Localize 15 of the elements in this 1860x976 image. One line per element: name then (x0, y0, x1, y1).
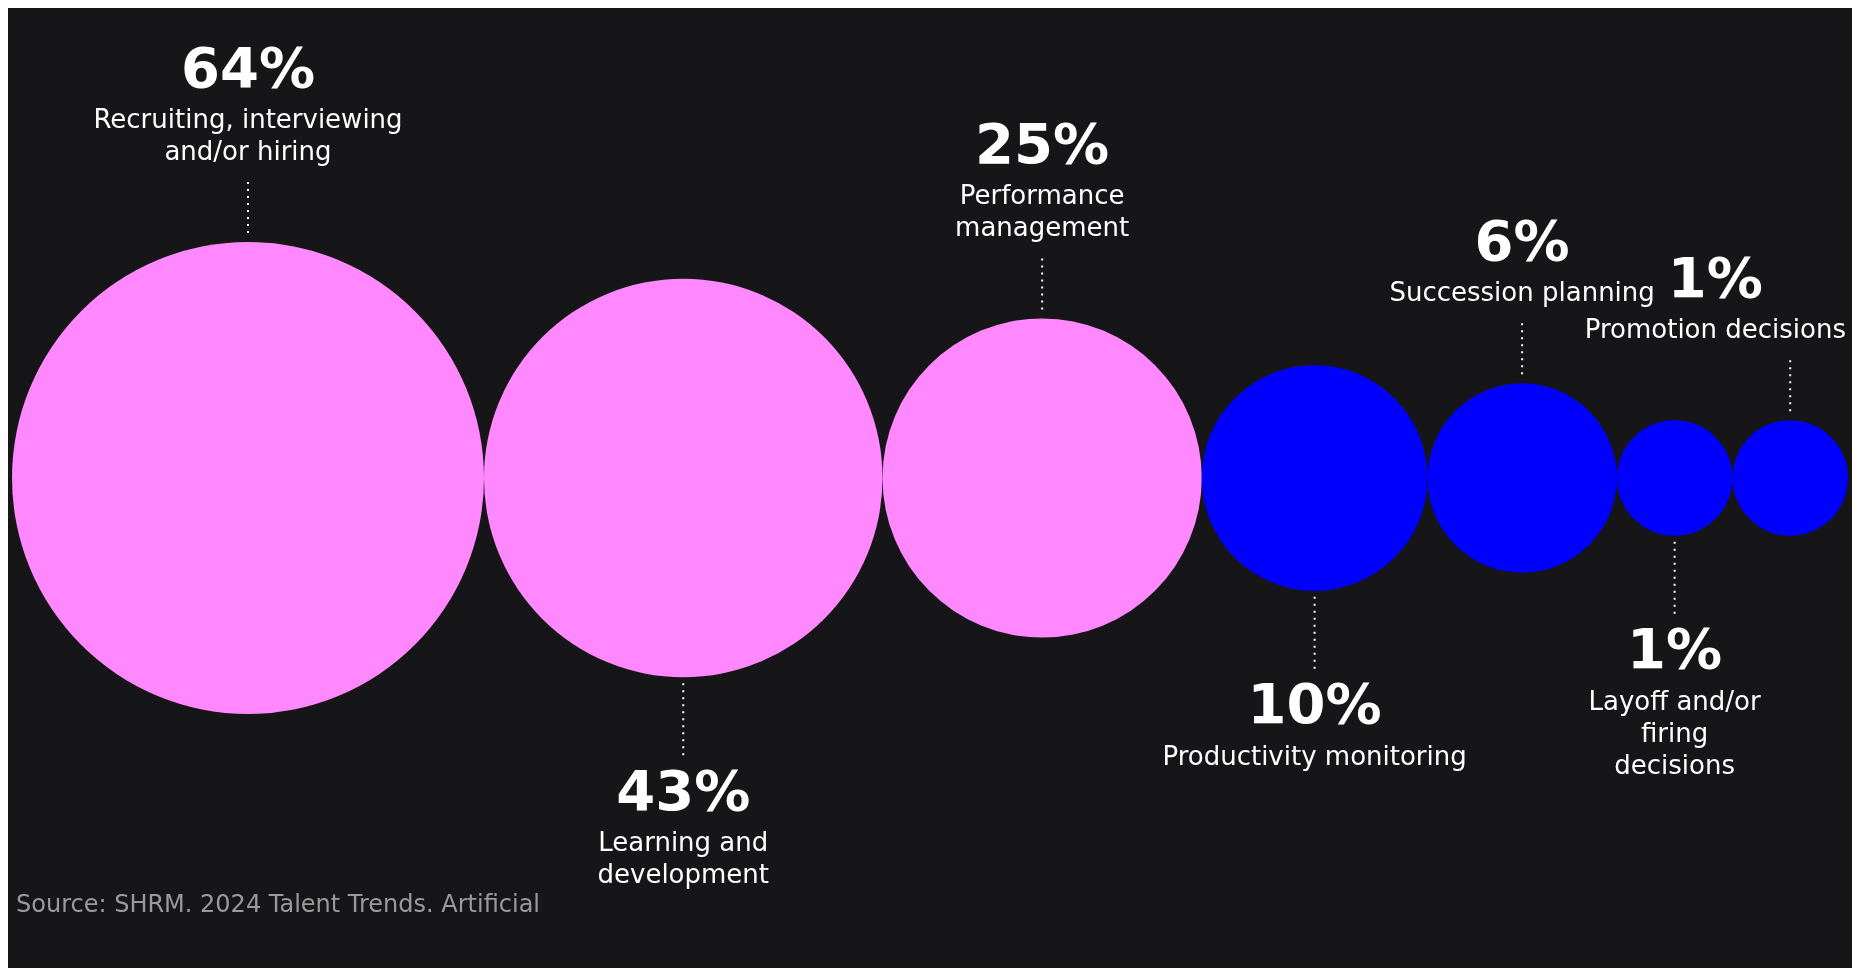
category-label: Layoff and/or firing decisions (1588, 685, 1761, 780)
data-label: 1% (1667, 244, 1763, 310)
data-label: 6% (1474, 207, 1570, 273)
category-label: Productivity monitoring (1162, 740, 1467, 771)
data-label: 25% (975, 110, 1110, 176)
category-label: Learning and development (597, 827, 770, 890)
source-note: Source: SHRM. 2024 Talent Trends. Artificial (16, 890, 541, 919)
category-label: Promotion decisions (1584, 313, 1847, 344)
data-label: 1% (1627, 616, 1723, 682)
data-label: 10% (1247, 671, 1382, 737)
category-label: Succession planning (1389, 277, 1655, 308)
category-label: Performance management (955, 180, 1130, 243)
category-label: Recruiting, interviewing and/or hiring (93, 103, 403, 166)
data-label: 43% (616, 757, 751, 823)
data-label: 64% (180, 34, 316, 100)
